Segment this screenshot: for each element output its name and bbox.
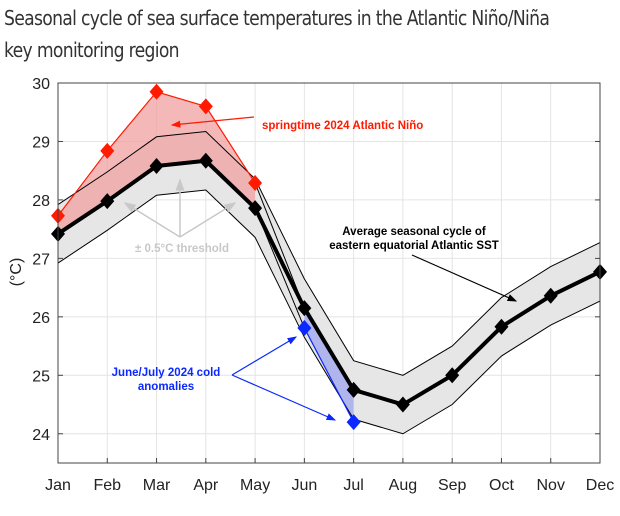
x-tick-label: Sep [438, 477, 467, 494]
arrow-cold [231, 336, 298, 376]
axes-box [57, 82, 601, 464]
threshold-band [58, 131, 600, 434]
arrow-threshold [179, 202, 237, 238]
arrow-threshold [123, 202, 181, 238]
cold-line [303, 327, 355, 423]
x-tick-label: Jun [291, 477, 317, 494]
x-tick-label: May [240, 477, 270, 494]
y-tick-label: 30 [32, 76, 50, 93]
cold-point [297, 319, 312, 336]
y-axis-label: (°C) [8, 258, 25, 287]
x-tick-label: Jul [343, 477, 363, 494]
annotation-cold-1: June/July 2024 cold [112, 367, 221, 379]
average-point [346, 381, 361, 398]
arrow-average [411, 254, 518, 302]
average-point [395, 396, 410, 413]
band-upper-line [57, 131, 601, 376]
average-point [297, 300, 312, 317]
nino-point [198, 98, 213, 115]
annotation-nino: springtime 2024 Atlantic Niño [262, 120, 423, 132]
average-point [198, 152, 213, 169]
cold-point [346, 414, 361, 431]
x-tick-label: Apr [193, 477, 219, 494]
average-point [445, 367, 460, 384]
nino-point [248, 174, 263, 191]
cold-anomaly-fill [304, 308, 354, 423]
band-lower-line [57, 189, 601, 435]
x-tick-label: Jan [45, 477, 71, 494]
average-point [149, 158, 164, 175]
average-point [494, 318, 509, 335]
average-point [543, 287, 558, 304]
x-tick-label: Feb [93, 477, 121, 494]
annotation-average-2: eastern equatorial Atlantic SST [329, 240, 499, 252]
title-line-2: key monitoring region [4, 38, 180, 62]
x-tick-label: Oct [489, 477, 514, 494]
y-tick-label: 27 [32, 251, 50, 268]
annotation-average-1: Average seasonal cycle of [342, 226, 486, 238]
y-tick-label: 25 [32, 368, 50, 385]
average-line [56, 158, 601, 407]
annotation-threshold: ± 0.5°C threshold [135, 243, 229, 255]
y-tick-label: 29 [32, 134, 50, 151]
chart-title: Seasonal cycle of sea surface temperatur… [4, 2, 550, 66]
x-tick-label: Aug [389, 477, 417, 494]
nino-point [149, 83, 164, 100]
title-line-1: Seasonal cycle of sea surface temperatur… [4, 6, 550, 30]
average-point [100, 193, 115, 210]
arrow-cold [231, 374, 337, 421]
y-tick-label: 28 [32, 193, 50, 210]
annotation-cold-2: anomalies [138, 381, 194, 393]
nino-point [100, 142, 115, 159]
y-tick-label: 24 [32, 427, 50, 444]
x-tick-label: Mar [143, 477, 171, 494]
x-tick-label: Nov [537, 477, 565, 494]
arrow-nino [170, 116, 255, 128]
y-tick-label: 26 [32, 310, 50, 327]
x-tick-label: Dec [586, 477, 614, 494]
average-point [248, 200, 263, 217]
